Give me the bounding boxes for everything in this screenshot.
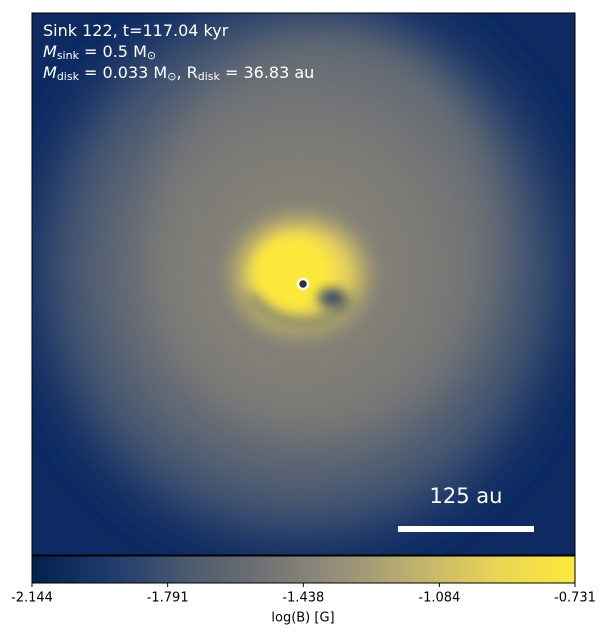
colorbar-tick-label: -1.438 — [282, 591, 324, 606]
colorbar — [31, 555, 576, 584]
scale-bar-label: 125 au — [430, 484, 503, 508]
scale-bar — [398, 526, 534, 532]
annotation-part: = 0.5 M — [79, 42, 147, 61]
annotation-part: = 36.83 au — [220, 63, 314, 82]
annotation-subscript: ⊙ — [167, 70, 176, 83]
annotation-part: Sink 122, t=117.04 kyr — [43, 21, 229, 40]
sink-marker — [296, 277, 310, 291]
annotation-part: , R — [176, 63, 197, 82]
colorbar-tick-label: -1.791 — [147, 591, 189, 606]
colorbar-tick-label: -0.731 — [554, 591, 596, 606]
frame — [31, 12, 576, 556]
annotation-part: = 0.033 M — [79, 63, 167, 82]
annotation-part: M — [43, 63, 57, 82]
annotation: Mdisk = 0.033 M⊙, Rdisk = 36.83 au — [43, 63, 314, 84]
annotation: Msink = 0.5 M⊙ — [43, 42, 156, 63]
field-image — [32, 13, 575, 555]
annotation-subscript: disk — [57, 70, 80, 83]
colorbar-tick-label: -1.084 — [418, 591, 460, 606]
annotation-part: M — [43, 42, 57, 61]
colorbar-label: log(B) [G] — [271, 611, 334, 626]
annotation: Sink 122, t=117.04 kyr — [43, 21, 229, 40]
colorbar-tick-label: -2.144 — [11, 591, 53, 606]
annotation-subscript: sink — [57, 49, 80, 62]
annotation-subscript: ⊙ — [147, 49, 156, 62]
annotation-subscript: disk — [198, 70, 221, 83]
